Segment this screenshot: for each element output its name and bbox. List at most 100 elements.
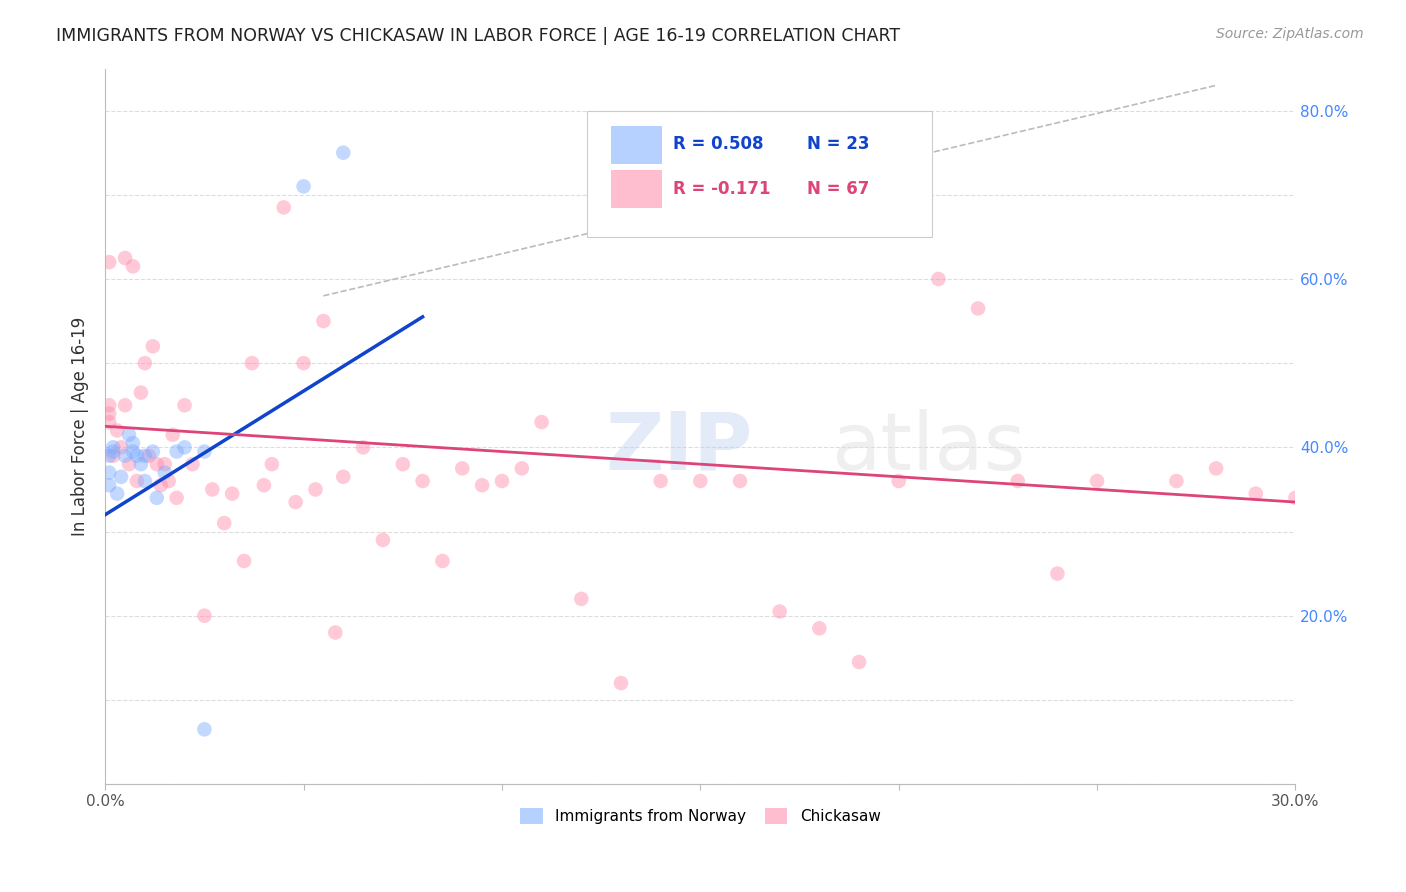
Point xyxy=(157,474,180,488)
Point xyxy=(142,339,165,353)
Point xyxy=(101,449,124,463)
Point xyxy=(134,356,156,370)
Point xyxy=(114,449,136,463)
Point xyxy=(162,427,184,442)
Point xyxy=(769,605,792,619)
Text: Source: ZipAtlas.com: Source: ZipAtlas.com xyxy=(1216,27,1364,41)
Point xyxy=(153,457,176,471)
Point xyxy=(98,255,121,269)
Point xyxy=(848,655,870,669)
Point xyxy=(927,272,949,286)
Point xyxy=(728,474,751,488)
FancyBboxPatch shape xyxy=(612,126,661,163)
Text: atlas: atlas xyxy=(831,409,1025,487)
Point xyxy=(233,554,256,568)
Point xyxy=(510,461,533,475)
Point xyxy=(332,470,354,484)
Point xyxy=(887,474,910,488)
Point xyxy=(98,398,121,412)
Point xyxy=(610,676,633,690)
Point xyxy=(1046,566,1069,581)
Point xyxy=(491,474,513,488)
Point xyxy=(221,486,243,500)
Point xyxy=(110,441,132,455)
Point xyxy=(142,444,165,458)
Point xyxy=(253,478,276,492)
Point xyxy=(122,436,145,450)
Point xyxy=(118,427,141,442)
Point xyxy=(1166,474,1188,488)
Point xyxy=(153,466,176,480)
Legend: Immigrants from Norway, Chickasaw: Immigrants from Norway, Chickasaw xyxy=(515,802,887,830)
Point xyxy=(689,474,711,488)
Point xyxy=(118,457,141,471)
Point xyxy=(101,441,124,455)
Point xyxy=(122,260,145,274)
Point xyxy=(129,457,152,471)
Point xyxy=(1085,474,1108,488)
Point xyxy=(292,356,315,370)
Point xyxy=(98,407,121,421)
Point xyxy=(98,478,121,492)
Point xyxy=(166,444,188,458)
Point xyxy=(129,385,152,400)
Point xyxy=(1284,491,1306,505)
Point xyxy=(173,398,195,412)
Point xyxy=(114,398,136,412)
Point xyxy=(98,449,121,463)
Point xyxy=(149,478,172,492)
Point xyxy=(371,533,394,547)
Point xyxy=(1007,474,1029,488)
Point xyxy=(323,625,346,640)
Text: N = 67: N = 67 xyxy=(807,179,870,198)
Point xyxy=(114,251,136,265)
Point xyxy=(292,179,315,194)
Point xyxy=(212,516,235,530)
Point xyxy=(138,449,160,463)
Point xyxy=(98,466,121,480)
Point xyxy=(304,483,326,497)
Point xyxy=(146,457,169,471)
Point xyxy=(110,470,132,484)
Point xyxy=(201,483,224,497)
Point xyxy=(134,449,156,463)
Point xyxy=(193,444,215,458)
Point xyxy=(312,314,335,328)
Text: R = -0.171: R = -0.171 xyxy=(673,179,770,198)
Point xyxy=(284,495,307,509)
Text: N = 23: N = 23 xyxy=(807,136,870,153)
Point xyxy=(260,457,283,471)
Point xyxy=(569,591,592,606)
Y-axis label: In Labor Force | Age 16-19: In Labor Force | Age 16-19 xyxy=(72,317,89,536)
Point xyxy=(352,441,374,455)
Point xyxy=(451,461,474,475)
Text: ZIP: ZIP xyxy=(605,409,752,487)
Point xyxy=(105,424,128,438)
Point xyxy=(122,444,145,458)
Point xyxy=(173,441,195,455)
Point xyxy=(166,491,188,505)
Point xyxy=(1244,486,1267,500)
Text: R = 0.508: R = 0.508 xyxy=(673,136,763,153)
Point xyxy=(125,474,148,488)
Point xyxy=(650,474,672,488)
Point xyxy=(1205,461,1227,475)
FancyBboxPatch shape xyxy=(612,170,661,207)
Point xyxy=(412,474,434,488)
Point xyxy=(967,301,990,316)
Point xyxy=(125,449,148,463)
Point xyxy=(193,608,215,623)
Point xyxy=(98,415,121,429)
Point xyxy=(105,486,128,500)
Point xyxy=(134,474,156,488)
Point xyxy=(432,554,454,568)
Point xyxy=(146,491,169,505)
Point xyxy=(471,478,494,492)
Point xyxy=(530,415,553,429)
FancyBboxPatch shape xyxy=(588,112,932,236)
Point xyxy=(181,457,204,471)
Point xyxy=(101,444,124,458)
Point xyxy=(808,621,831,635)
Point xyxy=(193,723,215,737)
Point xyxy=(273,201,295,215)
